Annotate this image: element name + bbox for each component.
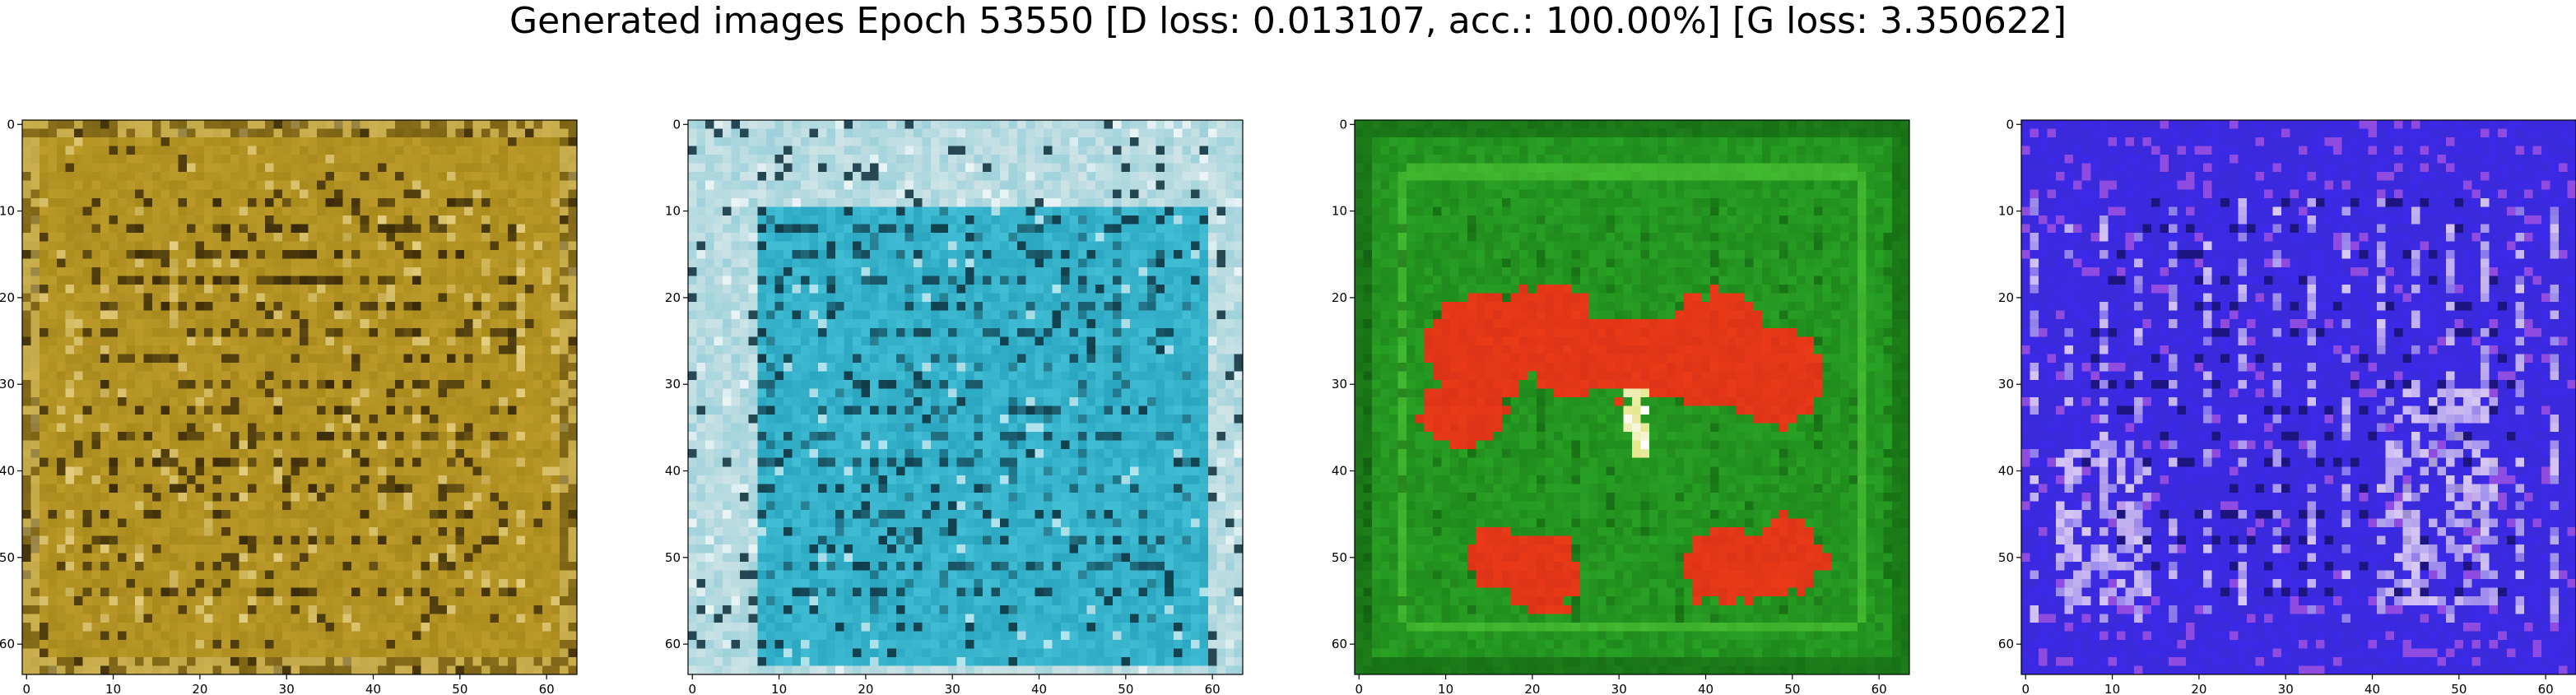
x-tick-label: 10 (105, 682, 121, 695)
x-tick-label: 40 (365, 682, 381, 695)
y-tick-label: 10 (1998, 204, 2014, 219)
x-tick-label: 10 (1438, 682, 1453, 695)
y-tick-label: 60 (665, 637, 681, 651)
y-tick-label: 50 (0, 550, 15, 565)
y-tick-label: 40 (0, 464, 15, 479)
x-tick-label: 50 (452, 682, 467, 695)
y-tick-label: 50 (1998, 550, 2014, 565)
x-tick-label: 20 (1524, 682, 1540, 695)
generated-image (2021, 120, 2576, 674)
x-tick-label: 30 (279, 682, 295, 695)
y-tick-label: 20 (0, 290, 15, 305)
x-tick-label: 30 (1611, 682, 1627, 695)
y-tick-label: 10 (665, 204, 681, 219)
y-tick-label: 30 (665, 377, 681, 392)
x-tick-label: 60 (539, 682, 555, 695)
x-tick-label: 0 (2021, 682, 2030, 695)
x-tick-label: 20 (2191, 682, 2206, 695)
y-tick-label: 40 (1998, 464, 2014, 479)
x-tick-label: 60 (2538, 682, 2554, 695)
generated-image (22, 120, 577, 674)
y-tick-label: 40 (1332, 464, 1347, 479)
y-tick-label: 60 (0, 637, 15, 651)
x-tick-label: 20 (858, 682, 873, 695)
x-tick-label: 0 (22, 682, 30, 695)
x-tick-label: 50 (1784, 682, 1800, 695)
y-tick-label: 30 (1998, 377, 2014, 392)
x-tick-label: 30 (2278, 682, 2294, 695)
x-tick-label: 40 (1031, 682, 1047, 695)
x-tick-label: 30 (945, 682, 960, 695)
x-tick-label: 50 (1118, 682, 1133, 695)
x-tick-label: 10 (2104, 682, 2120, 695)
x-tick-label: 20 (192, 682, 207, 695)
y-tick-label: 40 (665, 464, 681, 479)
x-tick-label: 0 (688, 682, 696, 695)
x-tick-label: 40 (2364, 682, 2380, 695)
y-tick-label: 50 (1332, 550, 1347, 565)
y-tick-label: 20 (1998, 290, 2014, 305)
y-tick-label: 60 (1998, 637, 2014, 651)
x-tick-label: 50 (2451, 682, 2467, 695)
x-tick-label: 10 (771, 682, 787, 695)
image-panel-4: 0 0 10 10 20 20 30 30 40 40 50 50 60 60 (1998, 117, 2576, 695)
y-tick-label: 30 (0, 377, 15, 392)
y-tick-label: 20 (665, 290, 681, 305)
image-panel-3: 0 0 10 10 20 20 30 30 40 40 50 50 60 60 (1332, 117, 1909, 695)
x-tick-label: 60 (1205, 682, 1221, 695)
y-tick-label: 0 (2006, 117, 2014, 132)
y-tick-label: 0 (672, 117, 681, 132)
y-tick-label: 10 (0, 204, 15, 219)
image-panel-1: 0 0 10 10 20 20 30 30 40 40 50 50 60 60 (0, 117, 577, 695)
x-tick-label: 0 (1355, 682, 1363, 695)
y-tick-label: 0 (1339, 117, 1347, 132)
y-tick-label: 20 (1332, 290, 1347, 305)
y-tick-label: 10 (1332, 204, 1347, 219)
generated-image (688, 120, 1243, 674)
x-tick-label: 60 (1872, 682, 1887, 695)
generated-image (1355, 120, 1909, 674)
y-tick-label: 30 (1332, 377, 1347, 392)
image-panel-2: 0 0 10 10 20 20 30 30 40 40 50 50 60 60 (665, 117, 1243, 695)
x-tick-label: 40 (1698, 682, 1713, 695)
y-tick-label: 50 (665, 550, 681, 565)
y-tick-label: 60 (1332, 637, 1347, 651)
y-tick-label: 0 (7, 117, 15, 132)
